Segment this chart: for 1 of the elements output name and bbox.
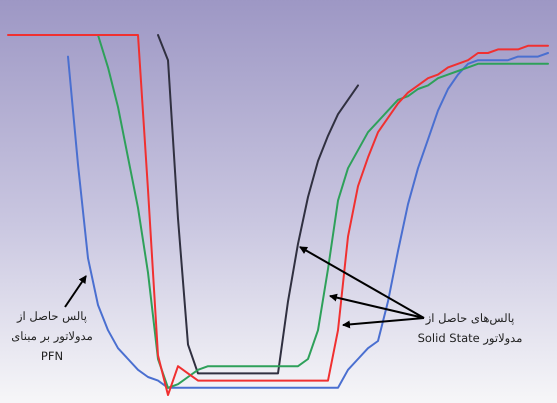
annotation: پالس‌های حاصل از مدولاتور Solid State (418, 311, 522, 345)
